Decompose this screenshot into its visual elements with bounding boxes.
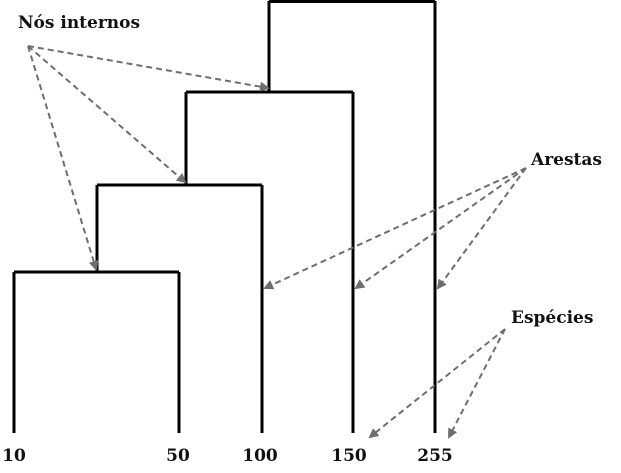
label-species: Espécies [511,308,593,328]
arrow-species-150 [368,328,506,439]
species-label-100: 100 [242,446,278,466]
arrow-edge-150 [354,167,527,290]
arrow-internal-root [27,45,270,92]
label-internal-nodes: Nós internos [18,13,140,33]
arrow-internal-node-3 [27,45,187,184]
species-label-255: 255 [417,446,453,466]
arrow-edge-100 [263,167,527,290]
arrow-edge-255 [436,167,527,290]
species-label-10: 10 [2,446,26,466]
species-arrows [368,328,506,439]
species-label-150: 150 [331,446,367,466]
species-labels: 10 50 100 150 255 [2,446,453,466]
edge-arrows [263,167,527,290]
tree [12,0,437,433]
label-edges: Arestas [530,150,602,170]
internal-node-arrows [27,45,270,271]
species-label-50: 50 [166,446,190,466]
arrow-species-255 [448,328,506,439]
arrow-internal-node-2 [27,45,99,271]
